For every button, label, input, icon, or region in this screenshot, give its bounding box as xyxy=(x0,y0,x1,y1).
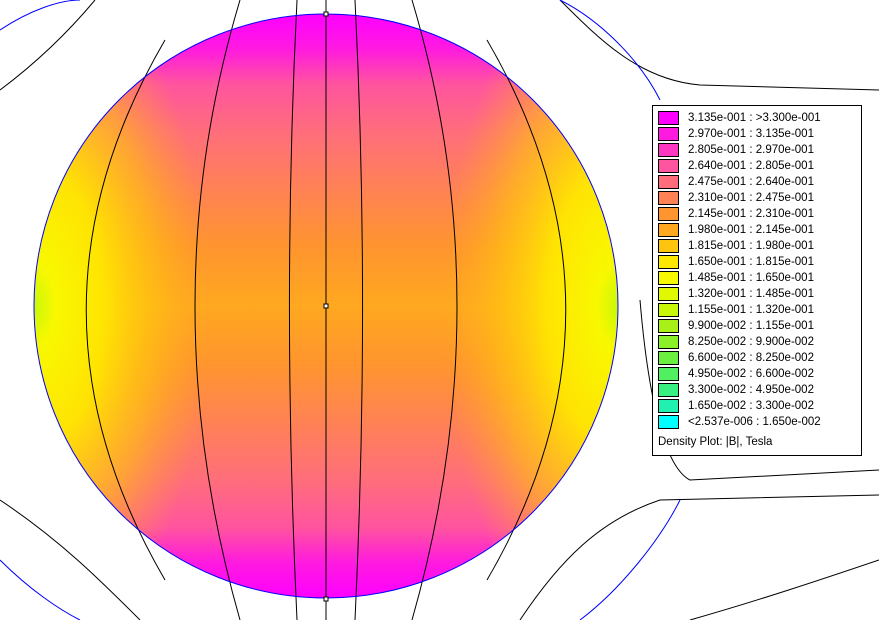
legend-swatch xyxy=(658,239,679,253)
legend-row: <2.537e-006 : 1.650e-002 xyxy=(658,415,858,431)
legend-swatch xyxy=(658,335,679,349)
legend-row: 2.475e-001 : 2.640e-001 xyxy=(658,175,858,191)
legend-row: 2.310e-001 : 2.475e-001 xyxy=(658,191,858,207)
legend-label: 1.650e-002 : 3.300e-002 xyxy=(688,400,814,412)
legend-row: 1.155e-001 : 1.320e-001 xyxy=(658,303,858,319)
legend-row: 3.300e-002 : 4.950e-002 xyxy=(658,383,858,399)
legend-swatch xyxy=(658,383,679,397)
legend-label: <2.537e-006 : 1.650e-002 xyxy=(688,416,821,428)
legend-row: 3.135e-001 : >3.300e-001 xyxy=(658,111,858,127)
legend-row: 1.815e-001 : 1.980e-001 xyxy=(658,239,858,255)
legend-label: 1.650e-001 : 1.815e-001 xyxy=(688,256,814,268)
legend-label: 6.600e-002 : 8.250e-002 xyxy=(688,352,814,364)
legend-swatch xyxy=(658,303,679,317)
legend-label: 3.135e-001 : >3.300e-001 xyxy=(688,112,821,124)
legend-label: 2.805e-001 : 2.970e-001 xyxy=(688,144,814,156)
legend-row: 6.600e-002 : 8.250e-002 xyxy=(658,351,858,367)
node-bottom[interactable] xyxy=(323,596,329,602)
legend-swatch xyxy=(658,159,679,173)
legend-label: 2.145e-001 : 2.310e-001 xyxy=(688,208,814,220)
legend-label: 1.980e-001 : 2.145e-001 xyxy=(688,224,814,236)
legend-label: 2.970e-001 : 3.135e-001 xyxy=(688,128,814,140)
legend-swatch xyxy=(658,143,679,157)
legend-swatch xyxy=(658,415,679,429)
legend-swatch xyxy=(658,175,679,189)
legend-swatch xyxy=(658,127,679,141)
legend-row: 2.145e-001 : 2.310e-001 xyxy=(658,207,858,223)
legend-row: 8.250e-002 : 9.900e-002 xyxy=(658,335,858,351)
legend-label: 2.475e-001 : 2.640e-001 xyxy=(688,176,814,188)
legend-row: 2.640e-001 : 2.805e-001 xyxy=(658,159,858,175)
legend-swatch xyxy=(658,111,679,125)
legend-label: 3.300e-002 : 4.950e-002 xyxy=(688,384,814,396)
legend-row: 4.950e-002 : 6.600e-002 xyxy=(658,367,858,383)
legend-label: 8.250e-002 : 9.900e-002 xyxy=(688,336,814,348)
legend-swatch xyxy=(658,351,679,365)
legend-swatch xyxy=(658,207,679,221)
density-legend: 3.135e-001 : >3.300e-001 2.970e-001 : 3.1… xyxy=(652,105,862,456)
legend-row: 1.485e-001 : 1.650e-001 xyxy=(658,271,858,287)
legend-swatch xyxy=(658,191,679,205)
legend-row: 1.650e-002 : 3.300e-002 xyxy=(658,399,858,415)
legend-caption: Density Plot: |B|, Tesla xyxy=(658,436,773,448)
legend-row: 2.805e-001 : 2.970e-001 xyxy=(658,143,858,159)
legend-row: 1.650e-001 : 1.815e-001 xyxy=(658,255,858,271)
legend-swatch xyxy=(658,367,679,381)
legend-swatch xyxy=(658,399,679,413)
legend-swatch xyxy=(658,287,679,301)
legend-rows: 3.135e-001 : >3.300e-001 2.970e-001 : 3.1… xyxy=(658,111,858,431)
field-lines xyxy=(85,0,567,620)
legend-label: 9.900e-002 : 1.155e-001 xyxy=(688,320,814,332)
legend-label: 1.320e-001 : 1.485e-001 xyxy=(688,288,814,300)
legend-row: 1.980e-001 : 2.145e-001 xyxy=(658,223,858,239)
legend-row: 9.900e-002 : 1.155e-001 xyxy=(658,319,858,335)
legend-swatch xyxy=(658,271,679,285)
node-top[interactable] xyxy=(323,11,329,17)
node-center[interactable] xyxy=(323,303,329,309)
legend-label: 1.155e-001 : 1.320e-001 xyxy=(688,304,814,316)
legend-label: 4.950e-002 : 6.600e-002 xyxy=(688,368,814,380)
legend-swatch xyxy=(658,255,679,269)
outer-boundary-arcs xyxy=(0,0,681,620)
legend-swatch xyxy=(658,319,679,333)
legend-row: 2.970e-001 : 3.135e-001 xyxy=(658,127,858,143)
legend-label: 1.815e-001 : 1.980e-001 xyxy=(688,240,814,252)
legend-label: 1.485e-001 : 1.650e-001 xyxy=(688,272,814,284)
legend-label: 2.310e-001 : 2.475e-001 xyxy=(688,192,814,204)
legend-row: 1.320e-001 : 1.485e-001 xyxy=(658,287,858,303)
legend-swatch xyxy=(658,223,679,237)
legend-label: 2.640e-001 : 2.805e-001 xyxy=(688,160,814,172)
